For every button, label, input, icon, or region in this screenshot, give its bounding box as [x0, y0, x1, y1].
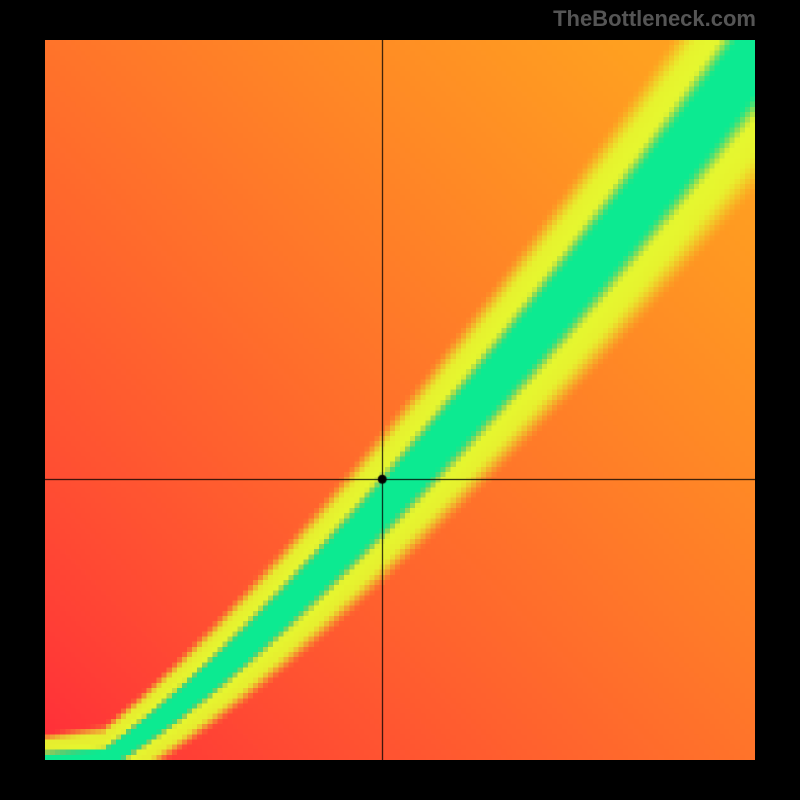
chart-container: TheBottleneck.com [0, 0, 800, 800]
crosshair-overlay [45, 40, 755, 760]
watermark-text: TheBottleneck.com [553, 6, 756, 32]
